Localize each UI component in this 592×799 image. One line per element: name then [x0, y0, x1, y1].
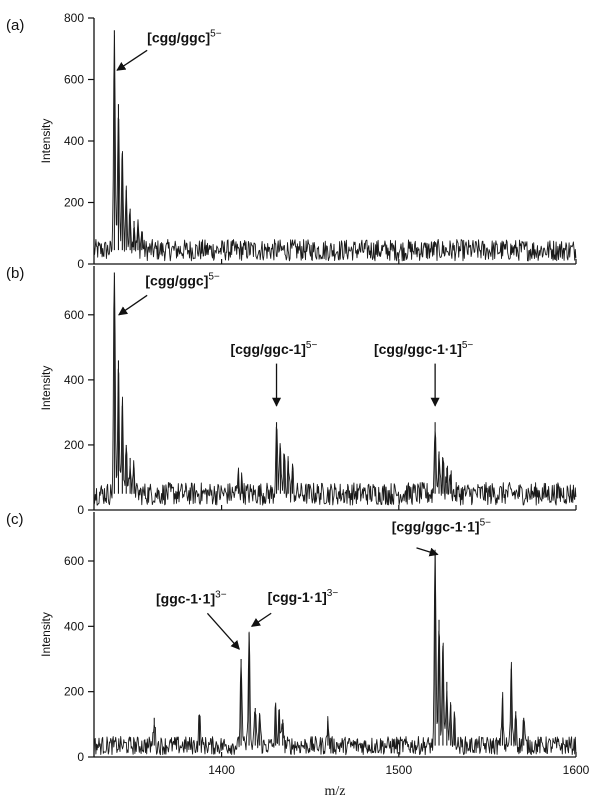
annotation-arrow — [250, 612, 272, 627]
spectrum-trace — [93, 35, 577, 262]
y-tick-label: 200 — [64, 685, 84, 699]
y-tick-label: 400 — [64, 373, 84, 387]
y-axis-label: Intensity — [39, 119, 53, 164]
annotation-arrow — [206, 612, 240, 650]
y-tick-label: 800 — [64, 11, 84, 25]
y-tick-label: 600 — [64, 554, 84, 568]
charge-superscript: 5− — [210, 29, 222, 40]
y-tick-label: 0 — [77, 257, 84, 271]
x-axis-label: m/z — [325, 784, 346, 799]
annotation-arrow — [416, 547, 439, 557]
y-axis-label: Intensity — [39, 366, 53, 411]
y-tick-label: 200 — [64, 438, 84, 452]
panel-label: (b) — [6, 265, 24, 282]
panel-1: (b) Intensity 0 200 400 600 [cgg/ggc]5− [cgg/gg… — [6, 265, 577, 517]
x-tick-label: 1600 — [563, 763, 590, 777]
peak-annotation: [cgg/ggc-1]5− — [230, 340, 317, 357]
x-tick-label: 1500 — [385, 763, 412, 777]
y-tick-label: 200 — [64, 196, 84, 210]
y-tick-label: 0 — [77, 750, 84, 764]
panel-label: (a) — [6, 17, 24, 34]
panel-label: (c) — [6, 511, 24, 528]
panel-0: (a) Intensity 0 200 400 600 800 [cgg/ggc]5− — [6, 11, 577, 271]
peak-annotation: [ggc-1·1]3− — [156, 589, 227, 606]
charge-superscript: 3− — [327, 588, 339, 599]
panel-2: (c) Intensity 0 200 400 600 1400 1500 1600 [ggc-1… — [6, 511, 590, 777]
charge-superscript: 3− — [215, 589, 227, 600]
y-tick-label: 600 — [64, 308, 84, 322]
spectrum-trace — [93, 275, 577, 506]
charge-superscript: 5− — [462, 340, 474, 351]
annotation-arrow — [116, 49, 148, 71]
y-tick-label: 600 — [64, 73, 84, 87]
x-tick-label: 1400 — [208, 763, 235, 777]
annotation-arrow — [118, 294, 148, 316]
peak-annotation: [cgg-1·1]3− — [268, 588, 339, 605]
spectrum-trace — [93, 549, 577, 756]
charge-superscript: 5− — [208, 272, 220, 283]
charge-superscript: 5− — [306, 340, 318, 351]
y-tick-label: 0 — [77, 503, 84, 517]
peak-annotation: [cgg/ggc]5− — [145, 272, 220, 289]
peak-annotation: [cgg/ggc]5− — [147, 29, 222, 46]
peak-annotation: [cgg/ggc-1·1]5− — [374, 340, 473, 357]
peak-annotation: [cgg/ggc-1·1]5− — [392, 518, 491, 535]
y-tick-label: 400 — [64, 134, 84, 148]
y-tick-label: 400 — [64, 619, 84, 633]
charge-superscript: 5− — [480, 518, 492, 529]
y-axis-label: Intensity — [39, 612, 53, 657]
